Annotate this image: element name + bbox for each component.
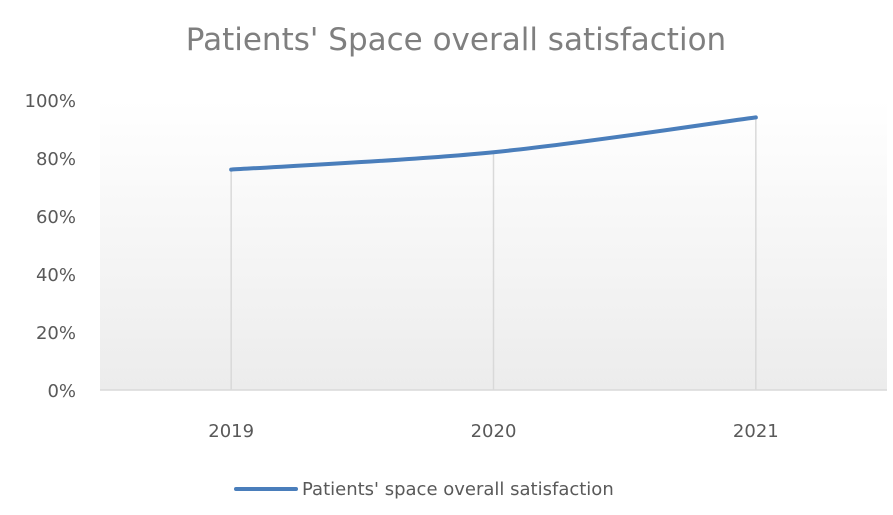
legend-label: Patients' space overall satisfaction: [302, 479, 614, 500]
y-tick-label: 80%: [36, 149, 76, 170]
y-tick-label: 0%: [47, 381, 76, 402]
y-tick-label: 100%: [25, 91, 76, 112]
y-tick-label: 20%: [36, 323, 76, 344]
y-tick-label: 60%: [36, 207, 76, 228]
x-tick-label: 2020: [471, 421, 517, 442]
legend: Patients' space overall satisfaction: [234, 479, 614, 500]
y-tick-label: 40%: [36, 265, 76, 286]
x-tick-label: 2019: [208, 421, 254, 442]
x-tick-label: 2021: [733, 421, 779, 442]
chart-title: Patients' Space overall satisfaction: [186, 22, 726, 58]
